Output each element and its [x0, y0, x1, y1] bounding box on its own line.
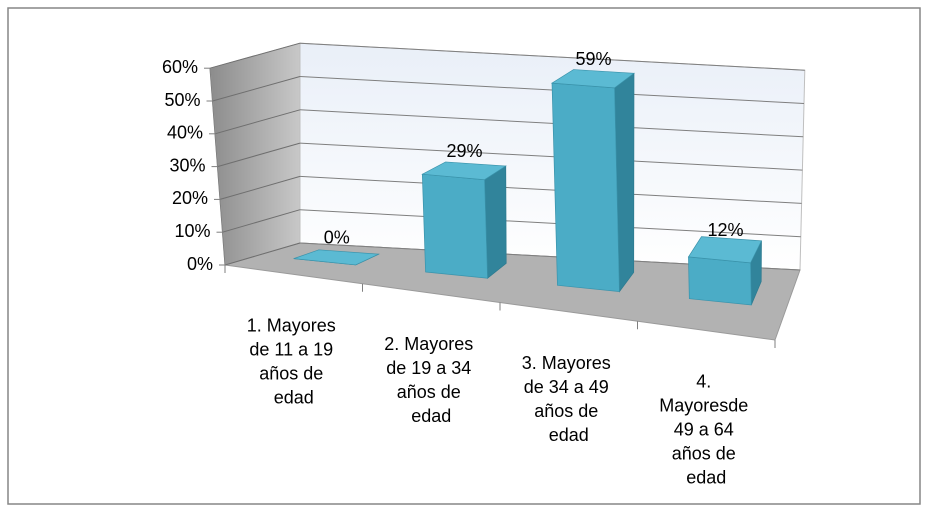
y-tick-label: 0%	[187, 254, 213, 274]
grid-line	[209, 42, 301, 69]
bar	[687, 236, 763, 306]
y-tick-label: 50%	[164, 90, 200, 110]
bar-front	[551, 82, 620, 293]
grid-line	[224, 242, 301, 266]
bar-top	[421, 161, 507, 181]
bar-top	[293, 249, 381, 266]
x-tick-label: 4. Mayoresde 49 a 64 años de edad	[659, 371, 753, 487]
data-label: 29%	[447, 141, 483, 161]
grid-line	[299, 175, 802, 204]
y-tick-label: 10%	[174, 221, 210, 241]
grid-line	[214, 109, 301, 135]
bar-top	[550, 69, 635, 89]
y-tick-label: 20%	[172, 188, 208, 208]
grid-line	[222, 209, 301, 233]
x-tick-label: 2. Mayores de 19 a 34 años de edad	[384, 334, 478, 426]
y-tick-label: 40%	[167, 123, 203, 143]
x-tick-label: 1. Mayores de 11 a 19 años de edad	[247, 315, 341, 407]
bar-front	[421, 173, 488, 279]
y-axis	[209, 68, 226, 266]
x-tick-label: 3. Mayores de 34 a 49 años de edad	[522, 353, 616, 445]
grid-line	[217, 142, 301, 168]
grid-line	[299, 109, 804, 138]
grid-line	[219, 175, 301, 200]
data-label: 0%	[324, 228, 350, 248]
bar	[421, 161, 507, 279]
y-tick-label: 30%	[169, 155, 205, 175]
grid-line	[299, 42, 805, 71]
grid-line	[299, 209, 801, 238]
bar	[293, 249, 381, 266]
data-label: 59%	[575, 49, 611, 69]
y-tick-label: 60%	[162, 57, 198, 77]
bar-side	[484, 165, 507, 279]
bar-top	[687, 236, 763, 264]
bar	[550, 69, 635, 293]
grid-line	[212, 76, 301, 102]
data-label: 12%	[707, 220, 743, 240]
bar-front	[688, 256, 752, 306]
grid-line	[299, 142, 803, 171]
